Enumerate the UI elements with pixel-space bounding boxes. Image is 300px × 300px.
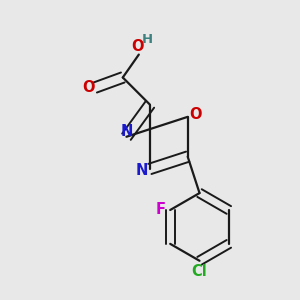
Text: N: N xyxy=(121,124,133,139)
Text: H: H xyxy=(142,33,153,46)
Text: N: N xyxy=(135,163,148,178)
Text: O: O xyxy=(131,39,144,54)
Text: O: O xyxy=(82,80,95,95)
Text: Cl: Cl xyxy=(192,265,207,280)
Text: O: O xyxy=(190,107,202,122)
Text: F: F xyxy=(156,202,166,217)
